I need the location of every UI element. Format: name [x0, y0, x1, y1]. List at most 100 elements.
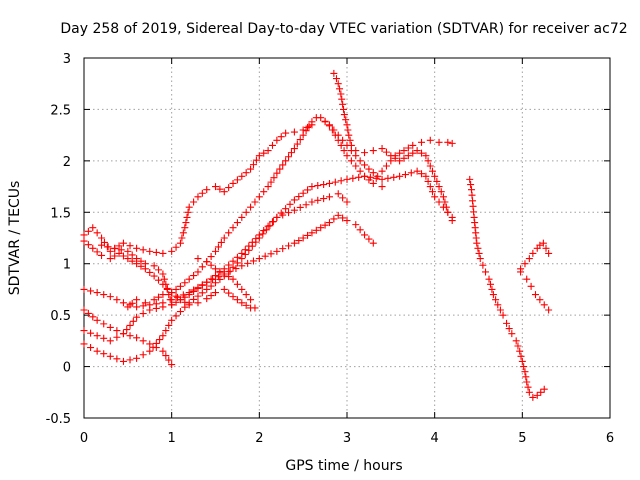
- data-point-marker: [198, 189, 206, 197]
- data-point-marker: [106, 293, 114, 301]
- data-point-marker: [396, 149, 404, 157]
- data-point-marker: [242, 291, 250, 299]
- data-point-marker: [238, 285, 246, 293]
- data-point-marker: [334, 211, 342, 219]
- data-point-marker: [113, 327, 121, 335]
- data-point-marker: [119, 357, 127, 365]
- data-point-marker: [330, 126, 338, 134]
- data-point-marker: [374, 172, 382, 180]
- data-point-marker: [264, 183, 272, 191]
- data-point-marker: [293, 140, 301, 148]
- data-point-marker: [212, 247, 219, 255]
- data-point-marker: [255, 255, 263, 263]
- data-point-marker: [475, 249, 483, 257]
- data-point-marker: [321, 221, 329, 229]
- data-point-marker: [203, 278, 211, 286]
- data-point-marker: [245, 246, 253, 254]
- data-point-marker: [400, 147, 408, 155]
- data-point-marker: [290, 239, 298, 247]
- x-tick-label: 3: [343, 431, 351, 446]
- data-point-marker: [220, 188, 228, 196]
- data-point-marker: [190, 198, 198, 206]
- data-point-marker: [159, 303, 167, 311]
- y-axis-label: SDTVAR / TECUs: [7, 181, 23, 296]
- data-point-marker: [203, 186, 211, 194]
- data-point-marker: [115, 242, 123, 250]
- data-point-marker: [352, 162, 360, 170]
- series-track-9: [194, 255, 259, 312]
- data-point-marker: [346, 136, 354, 144]
- data-point-marker: [325, 179, 333, 187]
- data-point-marker: [343, 121, 351, 129]
- data-point-marker: [314, 196, 322, 204]
- series-track-8: [98, 241, 176, 309]
- data-point-marker: [418, 149, 426, 157]
- data-point-marker: [396, 172, 404, 180]
- data-point-marker: [229, 257, 237, 265]
- data-point-marker: [299, 189, 307, 197]
- data-point-marker: [176, 239, 184, 247]
- data-point-marker: [190, 287, 198, 295]
- data-point-marker: [330, 215, 338, 223]
- data-point-marker: [369, 239, 377, 247]
- data-point-marker: [332, 75, 340, 83]
- data-point-marker: [337, 177, 345, 185]
- data-point-marker: [304, 123, 312, 131]
- data-point-marker: [267, 250, 275, 258]
- data-point-marker: [255, 234, 263, 242]
- data-point-marker: [139, 337, 147, 345]
- data-point-marker: [238, 213, 246, 221]
- data-point-marker: [262, 226, 270, 234]
- data-point-marker: [525, 255, 533, 263]
- data-point-marker: [531, 291, 539, 299]
- data-point-marker: [115, 249, 123, 257]
- data-point-marker: [214, 243, 222, 251]
- data-point-marker: [137, 257, 145, 265]
- data-point-marker: [229, 275, 237, 283]
- series-track-1: [80, 121, 316, 257]
- data-point-marker: [295, 237, 303, 245]
- data-point-marker: [536, 296, 544, 304]
- data-point-marker: [244, 259, 252, 267]
- data-point-marker: [285, 153, 293, 161]
- data-point-marker: [338, 95, 346, 103]
- data-point-marker: [84, 309, 92, 317]
- y-tick-label: 3: [63, 52, 71, 67]
- data-point-marker: [80, 340, 88, 348]
- data-point-marker: [339, 194, 347, 202]
- data-point-marker: [325, 219, 333, 227]
- data-point-marker: [279, 245, 287, 253]
- data-point-marker: [242, 169, 250, 177]
- data-point-marker: [407, 169, 415, 177]
- data-point-marker: [444, 208, 452, 216]
- data-point-marker: [522, 373, 530, 381]
- data-point-marker: [156, 336, 164, 344]
- data-point-marker: [181, 224, 189, 232]
- grid: [84, 58, 610, 418]
- x-axis-label: GPS time / hours: [285, 458, 402, 474]
- data-point-marker: [128, 257, 136, 265]
- data-point-marker: [409, 149, 417, 157]
- data-point-marker: [203, 295, 211, 303]
- data-point-marker: [352, 147, 360, 155]
- data-point-marker: [361, 149, 369, 157]
- data-point-marker: [89, 224, 97, 232]
- data-point-marker: [80, 327, 88, 335]
- data-point-marker: [98, 234, 106, 242]
- data-point-marker: [431, 172, 439, 180]
- data-point-marker: [251, 304, 259, 312]
- data-point-marker: [378, 175, 386, 183]
- data-point-marker: [106, 337, 114, 345]
- data-point-marker: [514, 342, 522, 350]
- data-point-marker: [104, 243, 112, 251]
- data-point-marker: [273, 213, 281, 221]
- data-point-marker: [126, 356, 134, 364]
- data-point-marker: [521, 260, 529, 268]
- data-point-marker: [391, 154, 399, 162]
- data-point-marker: [185, 291, 193, 299]
- data-markers: [80, 69, 553, 401]
- y-tick-label: 1.5: [50, 206, 71, 221]
- data-point-marker: [261, 252, 269, 260]
- data-point-marker: [347, 141, 355, 149]
- data-point-marker: [365, 165, 373, 173]
